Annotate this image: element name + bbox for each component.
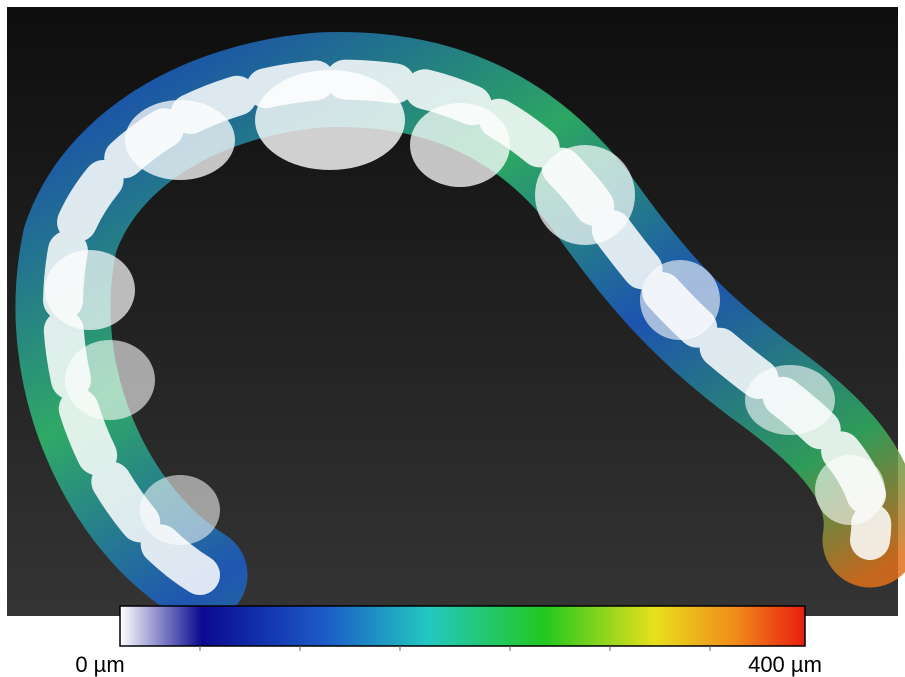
figure: 0 µm 400 µm bbox=[0, 0, 905, 677]
colorbar bbox=[120, 606, 805, 646]
page: 0 µm 400 µm bbox=[0, 0, 905, 677]
colorbar-min-label: 0 µm bbox=[75, 652, 124, 677]
colorbar-max-label: 400 µm bbox=[748, 652, 822, 677]
